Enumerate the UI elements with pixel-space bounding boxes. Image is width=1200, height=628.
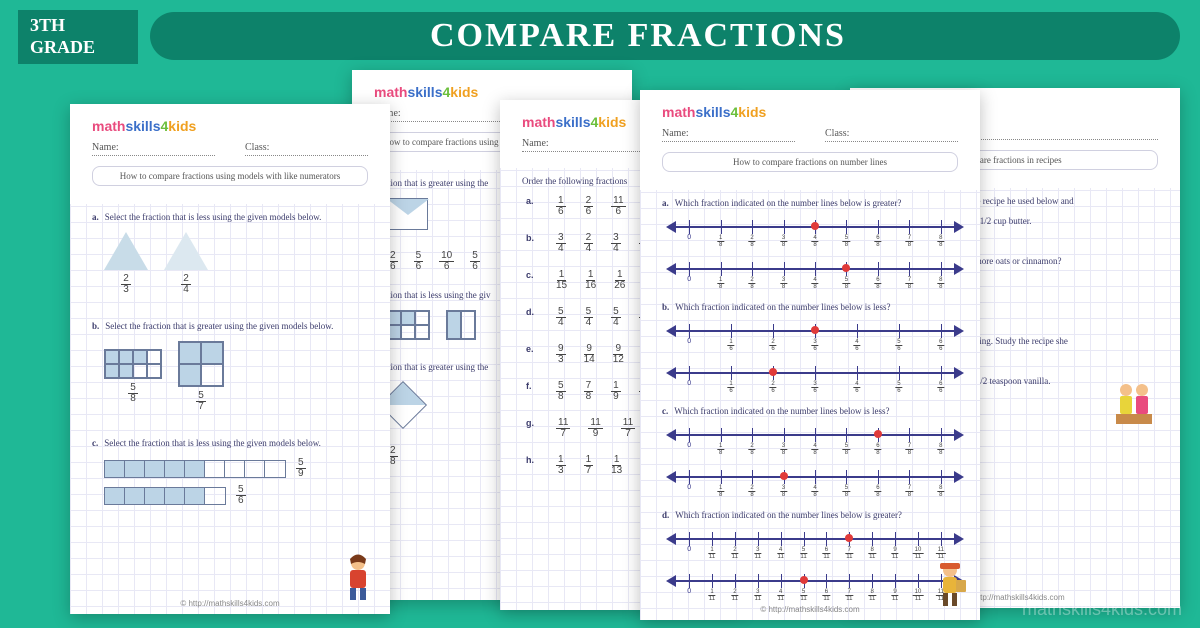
header-bar: Compare Fractions xyxy=(150,12,1180,60)
brand-logo: mathskills4kids xyxy=(662,104,958,120)
question-b: b.Select the fraction that is greater us… xyxy=(92,321,368,331)
bar-models: 59 56 xyxy=(104,458,368,506)
brand-logo: mathskills4kids xyxy=(374,84,610,100)
number-line: 0162636465666 xyxy=(672,322,958,350)
number-line: 01828384858687888 xyxy=(672,468,958,496)
class-label: Class: xyxy=(245,142,368,156)
question-b: b.Which fraction indicated on the number… xyxy=(662,302,958,312)
name-class-row: Name: Class: xyxy=(662,128,958,142)
rect-models: 58 57 xyxy=(104,341,368,412)
number-line: 01828384858687888 xyxy=(672,218,958,246)
kid-icon xyxy=(340,554,376,602)
name-class-row: Name: Class: xyxy=(92,142,368,156)
worksheet-numberlines: mathskills4kids Name: Class: How to comp… xyxy=(640,90,980,620)
triangle-models: 23 24 xyxy=(104,232,368,295)
question-c: c.Which fraction indicated on the number… xyxy=(662,406,958,416)
question-a: a.Which fraction indicated on the number… xyxy=(662,198,958,208)
number-line: 011121131141151161171181191110111111 xyxy=(672,530,958,558)
page-title: Compare Fractions xyxy=(430,17,846,55)
brand-logo: mathskills4kids xyxy=(92,118,368,134)
number-line: 01828384858687888 xyxy=(672,426,958,454)
grade-line1: 3TH xyxy=(30,15,126,37)
name-label: Name: xyxy=(662,128,795,142)
worksheet-title: How to compare fractions using models wi… xyxy=(92,166,368,186)
kids-icon xyxy=(1106,380,1162,428)
worksheet-title: How to compare fractions on number lines xyxy=(662,152,958,172)
number-line: 011121131141151161171181191110111111 xyxy=(672,572,958,600)
grade-line2: GRADE xyxy=(30,37,126,59)
question-a: a.Select the fraction that is less using… xyxy=(92,212,368,222)
worksheet-stage: mathskills4kids Class: mpare fractions i… xyxy=(0,78,1200,628)
footer-link: © http://mathskills4kids.com xyxy=(180,599,279,608)
grade-badge: 3TH GRADE xyxy=(18,10,138,64)
question-d: d.Which fraction indicated on the number… xyxy=(662,510,958,520)
footer-link: © http://mathskills4kids.com xyxy=(760,605,859,614)
kid-icon xyxy=(932,560,968,608)
watermark: mathskills4kids.com xyxy=(1022,599,1182,620)
name-label: Name: xyxy=(92,142,215,156)
class-label: Class: xyxy=(825,128,958,142)
number-line: 0162636465666 xyxy=(672,364,958,392)
worksheet-models1: mathskills4kids Name: Class: How to comp… xyxy=(70,104,390,614)
number-line: 01828384858687888 xyxy=(672,260,958,288)
question-c: c.Select the fraction that is less using… xyxy=(92,438,368,448)
